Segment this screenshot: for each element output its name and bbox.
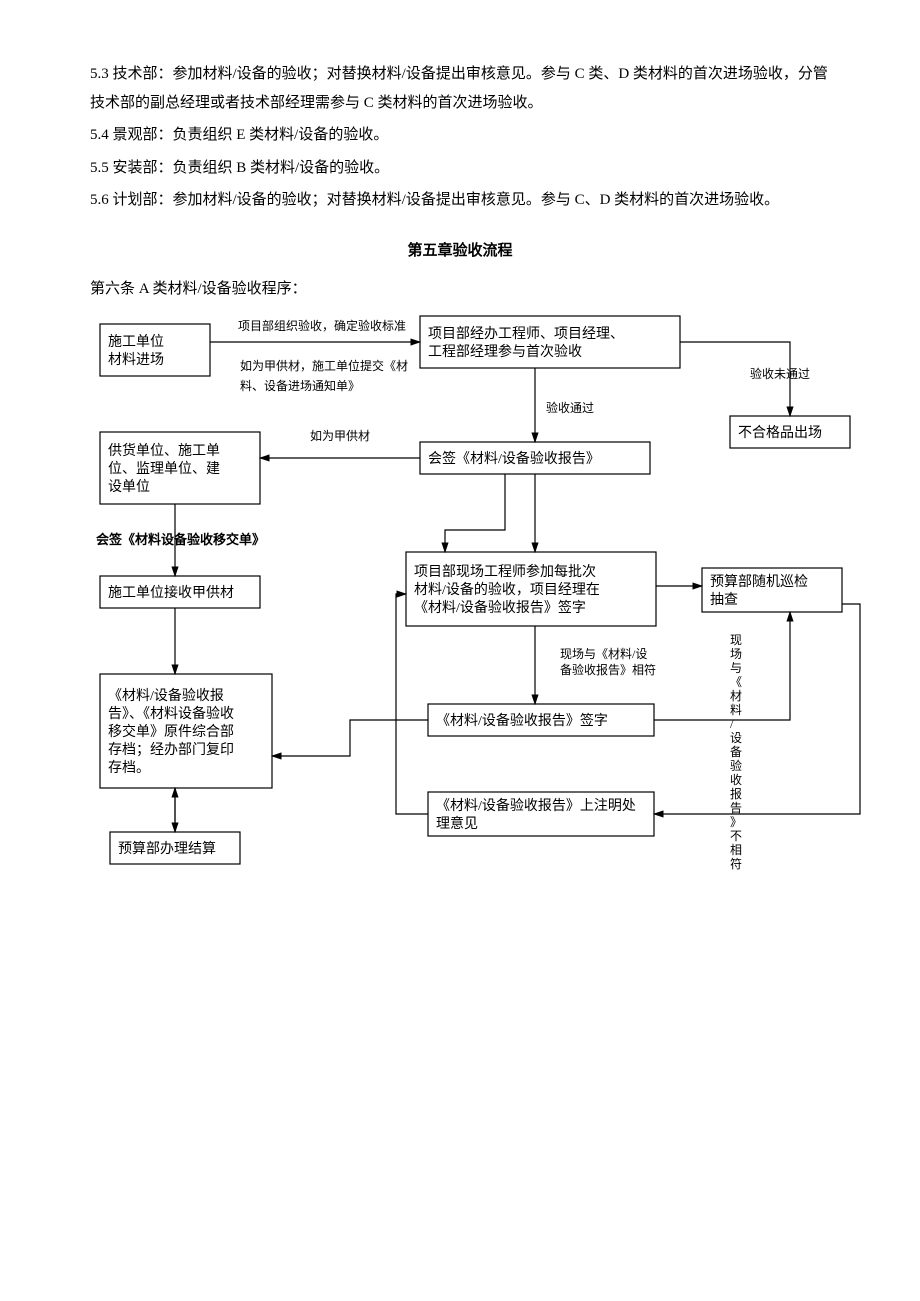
svg-text:料、设备进场通知单》: 料、设备进场通知单》	[240, 379, 360, 393]
svg-text:预算部随机巡检: 预算部随机巡检	[710, 574, 808, 590]
svg-text:会签《材料设备验收移交单》: 会签《材料设备验收移交单》	[96, 532, 265, 547]
svg-text:现场与《材料/设: 现场与《材料/设	[560, 647, 647, 661]
svg-text:《材料/设备验收报告》上注明处: 《材料/设备验收报告》上注明处	[436, 797, 636, 814]
svg-text:符: 符	[730, 856, 742, 871]
edge	[272, 720, 428, 756]
svg-text:料: 料	[730, 703, 742, 717]
svg-text:材: 材	[730, 689, 742, 703]
svg-text:《材料/设备验收报: 《材料/设备验收报	[108, 687, 224, 704]
svg-text:《材料/设备验收报告》签字: 《材料/设备验收报告》签字	[436, 712, 608, 729]
svg-text:施工单位接收甲供材: 施工单位接收甲供材	[108, 584, 234, 601]
flowchart: 施工单位材料进场 项目部经办工程师、项目经理、工程部经理参与首次验收不合格品出场会…	[90, 314, 830, 884]
svg-text:现: 现	[730, 633, 742, 647]
svg-text:不: 不	[730, 829, 742, 843]
svg-text:《: 《	[730, 675, 742, 689]
svg-text:相: 相	[730, 843, 742, 857]
svg-text:告: 告	[730, 801, 742, 815]
svg-text:理意见: 理意见	[436, 815, 478, 832]
svg-text:施工单位: 施工单位	[108, 334, 164, 350]
node-n1	[100, 324, 210, 376]
svg-text:材料/设备的验收，项目经理在: 材料/设备的验收，项目经理在	[414, 581, 600, 598]
svg-text:设: 设	[730, 731, 742, 745]
edge	[654, 604, 860, 814]
svg-text:告》、《材料设备验收: 告》、《材料设备验收	[108, 705, 234, 722]
svg-text:供货单位、施工单: 供货单位、施工单	[108, 442, 220, 459]
svg-text:位、监理单位、建: 位、监理单位、建	[108, 461, 220, 477]
svg-text:/: /	[730, 717, 734, 731]
svg-text:材料进场: 材料进场	[108, 352, 164, 368]
svg-text:报: 报	[730, 786, 742, 801]
para-5-5: 5.5 安装部：负责组织 B 类材料/设备的验收。	[90, 154, 830, 183]
svg-text:项目部经办工程师、项目经理、: 项目部经办工程师、项目经理、	[428, 326, 624, 342]
edge	[445, 474, 505, 552]
svg-text:工程部经理参与首次验收: 工程部经理参与首次验收	[428, 343, 582, 360]
svg-text:《材料/设备验收报告》签字: 《材料/设备验收报告》签字	[414, 599, 586, 616]
svg-text:》: 》	[730, 815, 742, 829]
edge	[654, 612, 790, 720]
svg-text:验: 验	[730, 758, 742, 773]
svg-text:场: 场	[730, 647, 742, 661]
node-n2	[420, 316, 680, 368]
svg-text:抽查: 抽查	[710, 592, 738, 608]
svg-text:设单位: 设单位	[108, 479, 150, 495]
svg-text:存档；经办部门复印: 存档；经办部门复印	[108, 741, 234, 758]
para-article-6: 第六条 A 类材料/设备验收程序：	[90, 275, 830, 304]
svg-text:与: 与	[730, 661, 742, 675]
svg-text:存档。: 存档。	[108, 760, 150, 776]
svg-text:备验收报告》相符: 备验收报告》相符	[560, 662, 656, 677]
edge	[396, 594, 428, 814]
svg-text:如为甲供材: 如为甲供材	[310, 428, 370, 443]
svg-text:移交单》原件综合部: 移交单》原件综合部	[108, 723, 234, 740]
para-5-4: 5.4 景观部：负责组织 E 类材料/设备的验收。	[90, 121, 830, 150]
svg-text:项目部现场工程师参加每批次: 项目部现场工程师参加每批次	[414, 563, 596, 580]
svg-text:项目部组织验收，确定验收标准: 项目部组织验收，确定验收标准	[238, 318, 406, 333]
para-5-6: 5.6 计划部：参加材料/设备的验收；对替换材料/设备提出审核意见。参与 C、D…	[90, 186, 830, 215]
chapter-title: 第五章验收流程	[90, 237, 830, 266]
svg-text:如为甲供材，施工单位提交《材: 如为甲供材，施工单位提交《材	[240, 358, 408, 373]
svg-text:验收未通过: 验收未通过	[750, 366, 810, 381]
svg-text:验收通过: 验收通过	[546, 400, 594, 415]
svg-text:备: 备	[730, 745, 742, 759]
svg-text:会签《材料/设备验收报告》: 会签《材料/设备验收报告》	[428, 450, 600, 467]
svg-text:不合格品出场: 不合格品出场	[738, 425, 822, 441]
para-5-3: 5.3 技术部：参加材料/设备的验收；对替换材料/设备提出审核意见。参与 C 类…	[90, 60, 830, 117]
svg-text:收: 收	[730, 773, 742, 787]
svg-text:预算部办理结算: 预算部办理结算	[118, 841, 216, 857]
